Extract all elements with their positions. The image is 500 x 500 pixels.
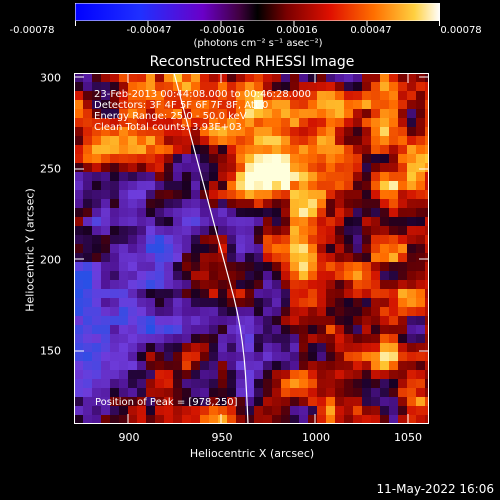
y-tick-label: 300 xyxy=(40,71,61,85)
x-tick-label: 1050 xyxy=(394,431,422,444)
x-tick-label: 900 xyxy=(118,431,140,444)
solar-limb-line xyxy=(173,73,249,424)
axis-ticks xyxy=(74,73,429,424)
info-counts: Clean Total counts: 3.93E+03 xyxy=(94,122,242,133)
y-axis-label: Heliocentric Y (arcsec) xyxy=(23,188,37,312)
x-tick-label: 1000 xyxy=(302,431,330,444)
colorbar-tick-label: -0.00078 xyxy=(9,25,55,36)
y-tick-label: 200 xyxy=(40,253,61,267)
plot-frame xyxy=(74,73,429,424)
colorbar-tick-label: 0.00047 xyxy=(350,25,392,36)
colorbar-ticks xyxy=(75,21,440,26)
x-tick-label: 950 xyxy=(211,431,233,444)
colorbar-tick-label: -0.00047 xyxy=(126,25,172,36)
colorbar-tick-label: -0.00016 xyxy=(199,25,245,36)
y-tick-label: 250 xyxy=(40,162,61,176)
image-title: Reconstructed RHESSI Image xyxy=(149,54,355,70)
rhessi-image xyxy=(74,73,429,424)
y-tick-label: 150 xyxy=(40,344,61,358)
footer-timestamp: 11-May-2022 16:06 xyxy=(376,482,494,496)
colorbar-tick-label: 0.00016 xyxy=(276,25,318,36)
x-axis-label: Heliocentric X (arcsec) xyxy=(189,447,315,460)
peak-position-label: Position of Peak = [978,250] xyxy=(95,397,238,408)
info-time-range: 23-Feb-2013 00:44:08.000 to 00:46:28.000 xyxy=(94,89,312,100)
info-energy-range: Energy Range: 25.0 - 50.0 keV xyxy=(94,111,247,122)
image-pixels xyxy=(74,73,429,424)
colorbar xyxy=(75,3,440,21)
colorbar-tick-label: 0.00078 xyxy=(440,25,482,36)
info-detectors: Detectors: 3F 4F 5F 6F 7F 8F, Att 0 xyxy=(94,100,269,111)
colorbar-units: (photons cm⁻² s⁻¹ asec⁻²) xyxy=(193,38,323,49)
